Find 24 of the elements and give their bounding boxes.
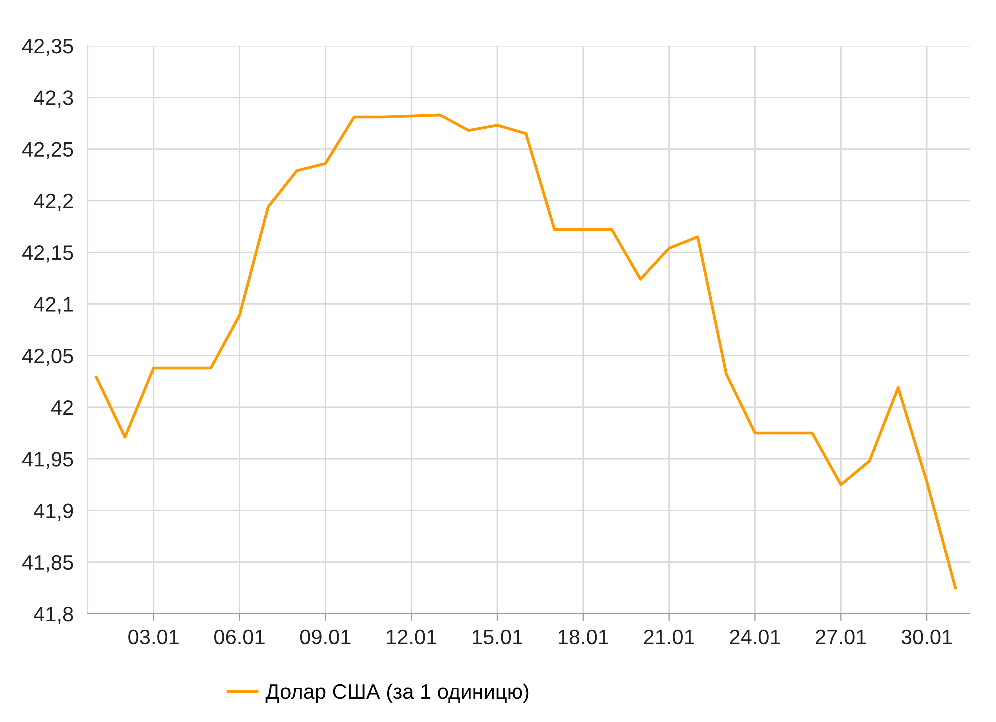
x-tick-label: 21.01 bbox=[644, 630, 694, 645]
legend-label: Долар США (за 1 одиницю) bbox=[266, 684, 529, 704]
x-tick-label: 03.01 bbox=[128, 630, 179, 645]
line-series bbox=[95, 114, 958, 590]
x-tick-label: 30.01 bbox=[902, 630, 952, 645]
y-tick-label: 41,8 bbox=[34, 607, 74, 624]
y-tick-label: 42,1 bbox=[34, 297, 74, 314]
y-tick-label: 42,05 bbox=[22, 348, 74, 366]
y-tick-label: 42,2 bbox=[34, 194, 74, 212]
y-tick-label: 41,95 bbox=[22, 452, 74, 470]
y-tick-label: 42,3 bbox=[34, 90, 74, 108]
x-tick-label: 18.01 bbox=[558, 630, 608, 645]
y-tick-label: 42,35 bbox=[22, 39, 74, 56]
x-tick-label: 09.01 bbox=[300, 630, 351, 645]
y-tick-label: 41,85 bbox=[22, 555, 74, 573]
y-tick-label: 42,25 bbox=[22, 142, 74, 160]
y-tick-label: 42,15 bbox=[22, 246, 74, 263]
y-tick-label: 41,9 bbox=[34, 504, 74, 521]
x-tick-label: 15.01 bbox=[473, 630, 523, 645]
x-tick-label: 24.01 bbox=[730, 630, 780, 645]
x-tick-label: 27.01 bbox=[816, 630, 866, 645]
y-tick-label: 42 bbox=[51, 400, 74, 416]
x-tick-label: 06.01 bbox=[214, 630, 265, 645]
x-tick-label: 12.01 bbox=[387, 630, 437, 645]
